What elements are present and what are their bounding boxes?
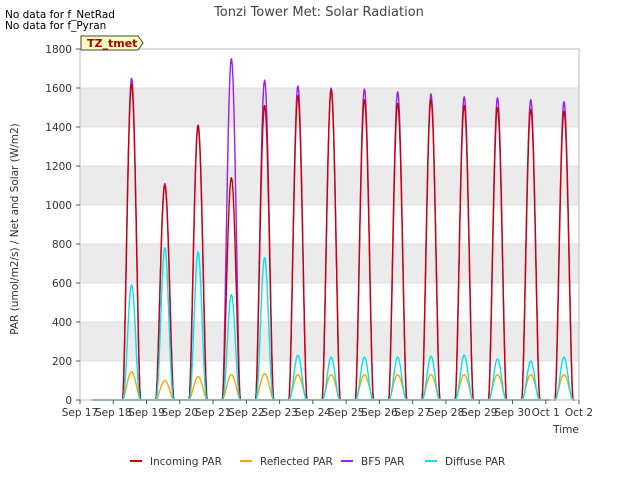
legend-item-bf5-par: BF5 PAR xyxy=(341,456,404,468)
x-tick-label: Sep 18 xyxy=(95,407,132,419)
x-tick-label: Oct 1 xyxy=(532,407,560,419)
x-tick-label: Sep 30 xyxy=(494,407,531,419)
no-data-note-netrad: No data for f_NetRad xyxy=(5,9,115,21)
y-tick-label: 200 xyxy=(52,356,72,368)
plot-frame xyxy=(79,48,580,401)
x-tick-label: Sep 20 xyxy=(162,407,199,419)
y-tick-label: 800 xyxy=(52,239,72,251)
chart-title: Tonzi Tower Met: Solar Radiation xyxy=(213,5,424,20)
x-tick-label: Sep 28 xyxy=(428,407,465,419)
x-tick-label: Sep 19 xyxy=(128,407,165,419)
y-tick-label: 1000 xyxy=(45,200,72,212)
series-line-incoming-par xyxy=(91,83,575,401)
grid-band xyxy=(80,244,579,283)
x-tick-label: Sep 22 xyxy=(228,407,265,419)
legend-label: Incoming PAR xyxy=(150,456,222,468)
y-tick-label: 1200 xyxy=(45,161,72,173)
legend: Incoming PAR Reflected PAR BF5 PAR Diffuse … xyxy=(130,456,505,468)
x-tick-label: Sep 29 xyxy=(461,407,498,419)
x-tick-label: Sep 27 xyxy=(394,407,431,419)
legend-label: Reflected PAR xyxy=(260,456,333,468)
x-tick-label: Sep 17 xyxy=(62,407,99,419)
y-tick-label: 600 xyxy=(52,278,72,290)
no-data-note-pyran: No data for f_Pyran xyxy=(5,20,106,32)
series-line-diffuse-par xyxy=(91,247,575,401)
legend-label: Diffuse PAR xyxy=(445,456,505,468)
x-tick-label: Sep 24 xyxy=(295,407,332,419)
legend-item-reflected-par: Reflected PAR xyxy=(240,456,333,468)
series-lines xyxy=(91,58,575,401)
legend-item-incoming-par: Incoming PAR xyxy=(130,456,222,468)
y-ticks: 0 200 400 600 800 1000 1200 1400 1600 1800 xyxy=(45,44,80,407)
legend-item-diffuse-par: Diffuse PAR xyxy=(425,456,505,468)
x-tick-label: Sep 21 xyxy=(195,407,232,419)
y-tick-label: 1800 xyxy=(45,44,72,56)
x-tick-label: Oct 2 xyxy=(565,407,593,419)
x-tick-label: Sep 23 xyxy=(261,407,298,419)
site-badge-label: TZ_tmet xyxy=(87,37,137,50)
grid-band xyxy=(80,166,579,205)
site-badge: TZ_tmet xyxy=(80,35,144,51)
series-line-reflected-par xyxy=(91,371,575,401)
series-line-bf5-par xyxy=(91,58,575,401)
y-tick-label: 0 xyxy=(65,395,72,407)
y-axis-label: PAR (umol/m2/s) / Net and Solar (W/m2) xyxy=(9,123,21,335)
y-tick-label: 1600 xyxy=(45,83,72,95)
y-tick-label: 1400 xyxy=(45,122,72,134)
x-tick-label: Sep 26 xyxy=(361,407,398,419)
legend-label: BF5 PAR xyxy=(361,456,404,468)
grid-band xyxy=(80,322,579,361)
y-tick-label: 400 xyxy=(52,317,72,329)
x-axis-label: Time xyxy=(552,424,579,436)
x-tick-label: Sep 25 xyxy=(328,407,365,419)
